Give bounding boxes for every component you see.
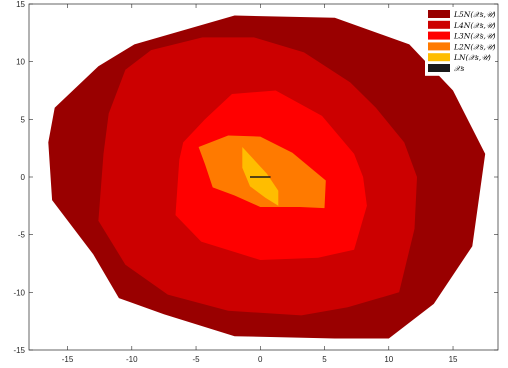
legend-swatch bbox=[428, 53, 450, 62]
axis-ticks: -15 -10 -5 0 5 10 15 -15 -10 -5 0 5 10 15 bbox=[13, 0, 498, 364]
y-tick-label: 0 bbox=[21, 173, 26, 182]
legend-label: LN(𝒳s,𝒰) bbox=[453, 53, 491, 62]
x-tick-label: 15 bbox=[449, 355, 458, 364]
x-tick-label: 5 bbox=[322, 355, 327, 364]
y-tick-label: 10 bbox=[16, 58, 25, 67]
y-tick-label: 5 bbox=[21, 115, 26, 124]
legend-swatch bbox=[428, 64, 450, 72]
regions bbox=[48, 15, 486, 339]
legend-label: L5N(𝒳s,𝒰) bbox=[453, 10, 496, 19]
legend-swatch bbox=[428, 10, 450, 18]
y-tick-label: -15 bbox=[13, 346, 25, 355]
x-tick-label: -5 bbox=[192, 355, 200, 364]
legend-label: L2N(𝒳s,𝒰) bbox=[453, 42, 496, 51]
legend: L5N(𝒳s,𝒰) L4N(𝒳s,𝒰) L3N(𝒳s,𝒰)L2N(𝒳s,𝒰) LN(𝒳… bbox=[425, 7, 496, 76]
y-tick-label: -5 bbox=[18, 231, 26, 240]
legend-label: L4N(𝒳s,𝒰) bbox=[453, 21, 496, 30]
x-tick-label: -10 bbox=[126, 355, 138, 364]
x-tick-label: 10 bbox=[384, 355, 393, 364]
y-tick-label: 15 bbox=[16, 0, 25, 9]
legend-label: 𝒳s bbox=[454, 64, 464, 73]
x-tick-label: -15 bbox=[62, 355, 74, 364]
legend-swatch bbox=[428, 20, 450, 29]
legend-label: L3N(𝒳s,𝒰) bbox=[453, 32, 496, 41]
legend-swatch bbox=[428, 42, 450, 51]
x-tick-label: 0 bbox=[258, 355, 263, 364]
y-tick-label: -10 bbox=[13, 288, 25, 297]
legend-swatch bbox=[428, 31, 450, 40]
